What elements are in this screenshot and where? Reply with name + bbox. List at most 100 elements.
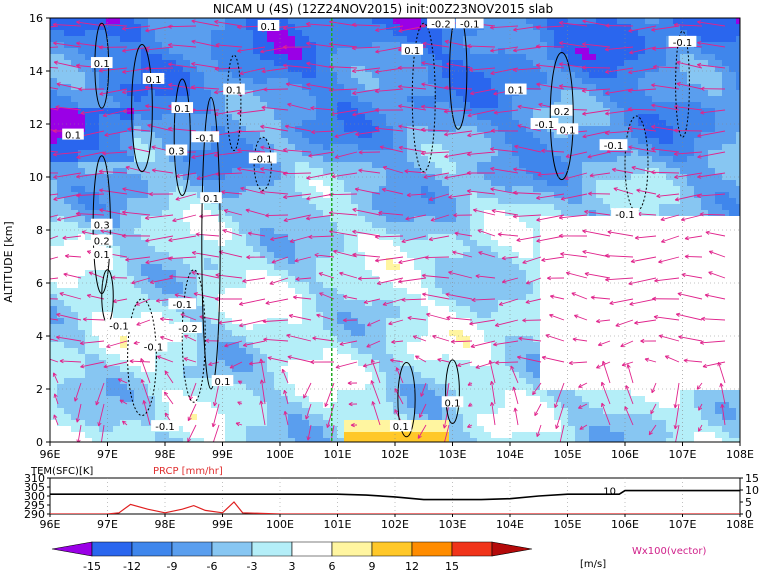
- shade-cell: [694, 150, 702, 157]
- shade-cell: [722, 276, 730, 283]
- shade-cell: [113, 288, 121, 295]
- shade-cell: [302, 300, 310, 307]
- shade-cell: [463, 162, 471, 169]
- shade-cell: [120, 294, 128, 301]
- shade-cell: [246, 312, 254, 319]
- shade-cell: [715, 18, 723, 25]
- shade-cell: [246, 108, 254, 115]
- shade-cell: [274, 96, 282, 103]
- shade-cell: [148, 180, 156, 187]
- shade-cell: [435, 78, 443, 85]
- shade-cell: [99, 312, 107, 319]
- shade-cell: [50, 198, 58, 205]
- shade-cell: [407, 54, 415, 61]
- shade-cell: [421, 228, 429, 235]
- shade-cell: [106, 294, 114, 301]
- shade-cell: [568, 312, 576, 319]
- shade-cell: [484, 198, 492, 205]
- shade-cell: [141, 108, 149, 115]
- shade-cell: [652, 144, 660, 151]
- shade-cell: [505, 288, 513, 295]
- shade-cell: [253, 48, 261, 55]
- shade-cell: [197, 288, 205, 295]
- shade-cell: [239, 264, 247, 271]
- shade-cell: [624, 186, 632, 193]
- shade-cell: [358, 246, 366, 253]
- shade-cell: [645, 96, 653, 103]
- shade-cell: [477, 216, 485, 223]
- shade-cell: [358, 198, 366, 205]
- shade-cell: [659, 144, 667, 151]
- shade-cell: [141, 180, 149, 187]
- shade-cell: [134, 108, 142, 115]
- shade-cell: [99, 264, 107, 271]
- shade-cell: [722, 96, 730, 103]
- shade-cell: [547, 234, 555, 241]
- shade-cell: [624, 168, 632, 175]
- shade-cell: [421, 258, 429, 265]
- shade-cell: [281, 222, 289, 229]
- shade-cell: [57, 42, 65, 49]
- shade-cell: [246, 42, 254, 49]
- shade-cell: [547, 240, 555, 247]
- shade-cell: [113, 306, 121, 313]
- shade-cell: [512, 168, 520, 175]
- shade-cell: [505, 48, 513, 55]
- shade-cell: [92, 102, 100, 109]
- shade-cell: [113, 114, 121, 121]
- shade-cell: [225, 288, 233, 295]
- shade-cell: [701, 162, 709, 169]
- shade-cell: [358, 30, 366, 37]
- shade-cell: [582, 282, 590, 289]
- shade-cell: [722, 240, 730, 247]
- shade-cell: [673, 162, 681, 169]
- shade-cell: [603, 36, 611, 43]
- shade-cell: [274, 246, 282, 253]
- shade-cell: [274, 282, 282, 289]
- shade-cell: [617, 228, 625, 235]
- shade-cell: [106, 306, 114, 313]
- shade-cell: [71, 90, 79, 97]
- shade-cell: [197, 36, 205, 43]
- shade-cell: [519, 72, 527, 79]
- shade-cell: [442, 72, 450, 79]
- shade-cell: [449, 222, 457, 229]
- shade-cell: [232, 78, 240, 85]
- shade-cell: [295, 180, 303, 187]
- shade-cell: [260, 30, 268, 37]
- shade-cell: [120, 138, 128, 145]
- shade-cell: [379, 54, 387, 61]
- shade-cell: [281, 240, 289, 247]
- shade-cell: [302, 24, 310, 31]
- shade-cell: [484, 30, 492, 37]
- shade-cell: [435, 60, 443, 67]
- shade-cell: [631, 240, 639, 247]
- shade-cell: [687, 126, 695, 133]
- shade-cell: [680, 78, 688, 85]
- shade-cell: [540, 150, 548, 157]
- shade-cell: [505, 294, 513, 301]
- shade-cell: [687, 96, 695, 103]
- shade-cell: [92, 168, 100, 175]
- shade-cell: [323, 78, 331, 85]
- shade-cell: [351, 306, 359, 313]
- shade-cell: [442, 96, 450, 103]
- shade-cell: [519, 18, 527, 25]
- shade-cell: [652, 222, 660, 229]
- shade-cell: [680, 276, 688, 283]
- shade-cell: [183, 24, 191, 31]
- shade-cell: [414, 180, 422, 187]
- shade-cell: [561, 288, 569, 295]
- shade-cell: [190, 150, 198, 157]
- shade-cell: [127, 48, 135, 55]
- shade-cell: [120, 234, 128, 241]
- shade-cell: [568, 294, 576, 301]
- shade-cell: [477, 174, 485, 181]
- shade-cell: [589, 312, 597, 319]
- shade-cell: [456, 300, 464, 307]
- shade-cell: [386, 48, 394, 55]
- shade-cell: [400, 162, 408, 169]
- shade-cell: [176, 18, 184, 25]
- shade-cell: [211, 24, 219, 31]
- shade-cell: [421, 114, 429, 121]
